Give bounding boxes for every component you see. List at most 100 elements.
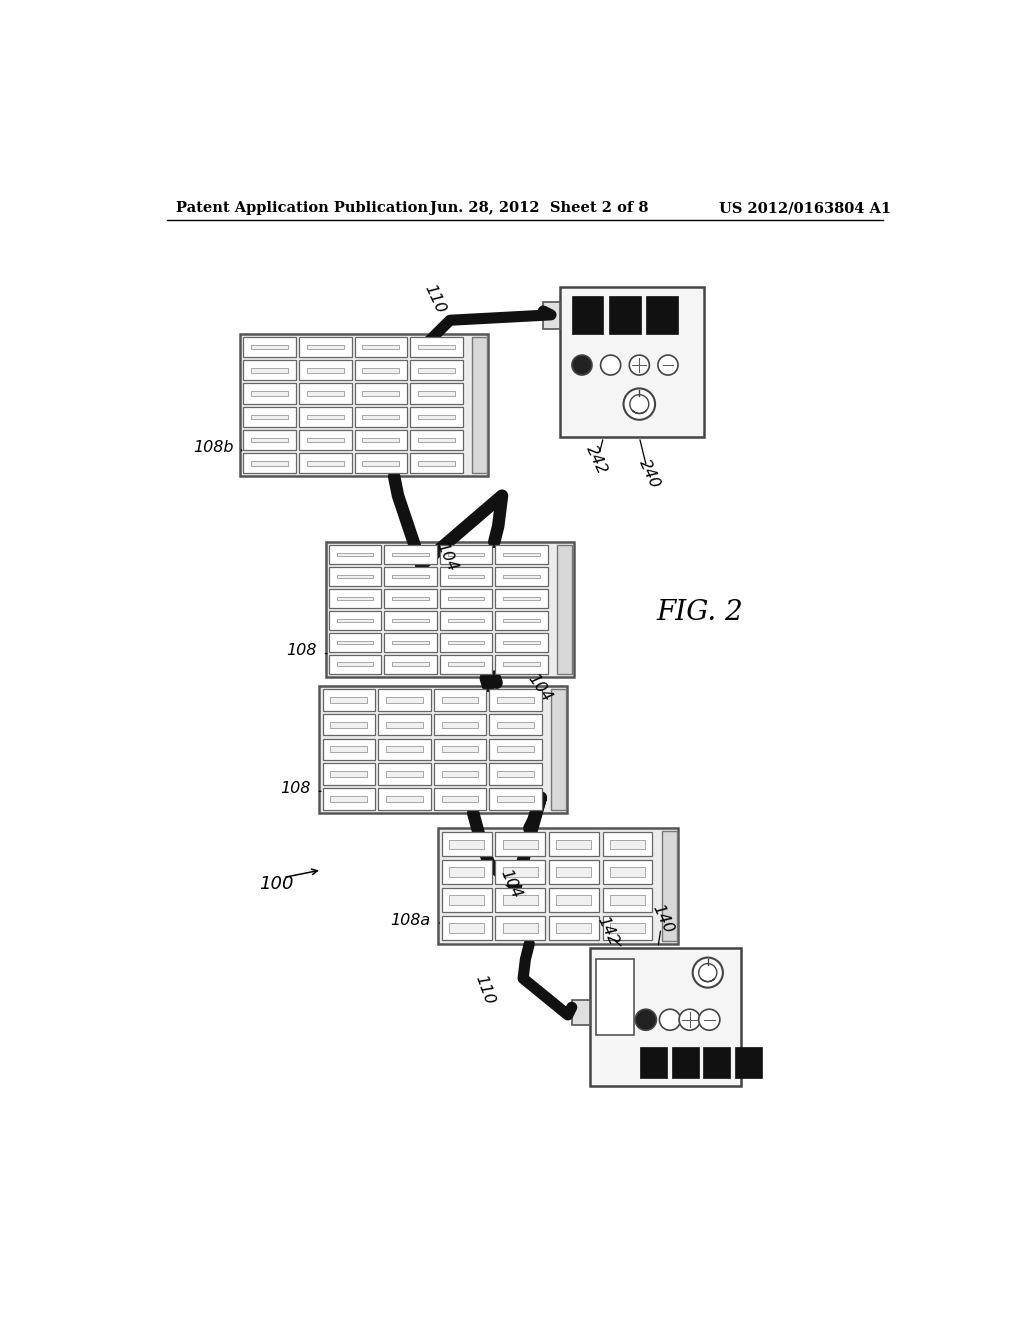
Text: 110: 110 [421, 281, 447, 315]
Bar [251, 414, 288, 418]
Bar [497, 697, 534, 702]
Bar [440, 589, 493, 607]
Bar [496, 611, 548, 630]
Bar [362, 438, 399, 442]
Bar [496, 888, 545, 912]
Bar [672, 1048, 698, 1078]
Bar [549, 861, 599, 884]
Bar [489, 738, 542, 760]
Bar [251, 391, 288, 396]
Bar [299, 360, 351, 380]
Bar [418, 345, 455, 350]
Bar [331, 722, 368, 727]
Bar [386, 771, 423, 777]
Bar [362, 391, 399, 396]
Circle shape [630, 355, 649, 375]
Bar [384, 545, 437, 564]
Bar [442, 861, 492, 884]
Bar [251, 461, 288, 466]
Bar [450, 867, 484, 876]
Bar [354, 430, 408, 450]
Bar [244, 384, 296, 404]
Bar [378, 738, 430, 760]
Bar [496, 545, 548, 564]
Bar [337, 574, 374, 578]
Bar [440, 655, 493, 673]
Bar [307, 391, 344, 396]
Bar [441, 722, 478, 727]
Bar [496, 832, 545, 857]
Bar [497, 796, 534, 803]
Bar [433, 738, 486, 760]
Bar [556, 840, 591, 849]
Bar [489, 788, 542, 810]
Bar [411, 384, 463, 404]
Bar [544, 302, 560, 329]
Bar [503, 923, 538, 932]
Bar [503, 867, 538, 876]
Bar [307, 368, 344, 372]
Bar [438, 829, 678, 944]
Text: 108a: 108a [390, 913, 430, 928]
Bar [307, 345, 344, 350]
Bar [411, 407, 463, 426]
Text: 104: 104 [524, 672, 554, 705]
Circle shape [601, 355, 621, 375]
Bar [329, 611, 381, 630]
Bar [362, 414, 399, 418]
Bar [447, 663, 484, 665]
Bar [299, 384, 351, 404]
Bar [549, 832, 599, 857]
Bar [610, 923, 645, 932]
Bar [504, 574, 540, 578]
Bar [551, 689, 566, 810]
Bar [640, 1048, 667, 1078]
Bar [735, 1048, 762, 1078]
Bar [392, 597, 429, 599]
Bar [441, 771, 478, 777]
Bar [299, 337, 351, 358]
Bar [337, 640, 374, 644]
Bar [609, 296, 641, 334]
Bar [663, 832, 677, 941]
Bar [392, 553, 429, 556]
Bar [307, 438, 344, 442]
Bar [447, 640, 484, 644]
Bar [244, 360, 296, 380]
Bar [326, 543, 573, 677]
Bar [323, 714, 375, 735]
Bar [329, 632, 381, 652]
Bar [504, 663, 540, 665]
Bar [323, 689, 375, 710]
Bar [556, 923, 591, 932]
Bar [433, 763, 486, 785]
Bar [378, 763, 430, 785]
Circle shape [698, 1010, 720, 1030]
Bar [354, 384, 408, 404]
Bar [441, 796, 478, 803]
Bar [447, 597, 484, 599]
Bar [329, 589, 381, 607]
Bar [299, 430, 351, 450]
Bar [496, 655, 548, 673]
Bar [504, 597, 540, 599]
Bar [556, 867, 591, 876]
Bar [703, 1048, 730, 1078]
Bar [392, 640, 429, 644]
Bar [496, 861, 545, 884]
Bar [418, 414, 455, 418]
Bar [392, 574, 429, 578]
Bar [489, 689, 542, 710]
Text: US 2012/0163804 A1: US 2012/0163804 A1 [719, 202, 891, 215]
Bar [418, 391, 455, 396]
Bar [418, 438, 455, 442]
Bar [441, 746, 478, 752]
Bar [433, 714, 486, 735]
Bar [496, 566, 548, 586]
Bar [378, 689, 430, 710]
Text: 108b: 108b [193, 440, 233, 455]
Bar [307, 414, 344, 418]
Text: 242: 242 [583, 444, 609, 477]
Bar [299, 407, 351, 426]
Bar [602, 861, 652, 884]
